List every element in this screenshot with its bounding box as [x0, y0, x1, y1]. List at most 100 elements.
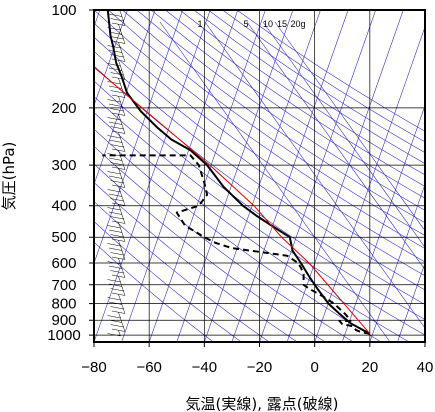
skewed-isotherm [176, 10, 294, 342]
wind-barb [110, 216, 124, 220]
x-tick-label: −80 [81, 359, 106, 376]
mixing-ratio-line [262, 21, 425, 248]
dry-adiabat [94, 128, 382, 342]
wind-barb [110, 144, 124, 148]
dry-adiabat [94, 80, 425, 320]
wind-barb [108, 85, 123, 89]
wind-barb [107, 279, 121, 283]
skewed-isotherm [397, 262, 425, 342]
skewed-isotherm [424, 341, 425, 342]
wind-barb [122, 73, 126, 80]
dry-adiabat [94, 241, 214, 342]
y-tick-label: 1000 [47, 327, 80, 344]
wind-barb [107, 207, 121, 211]
dry-adiabat [94, 10, 425, 249]
wind-barb [111, 274, 126, 278]
x-tick-label: 40 [417, 359, 434, 376]
dry-adiabat [136, 10, 425, 211]
dry-adiabat [94, 65, 425, 305]
dry-adiabat [165, 10, 425, 187]
wind-barb [107, 135, 121, 139]
wind-barb [110, 108, 124, 112]
skewed-isotherm [231, 10, 349, 342]
wind-barb [118, 330, 121, 337]
wind-barb [111, 238, 126, 242]
dry-adiabat [94, 201, 270, 342]
y-tick-label: 300 [51, 157, 76, 174]
y-tick-label: 800 [51, 296, 76, 313]
wind-barb [122, 307, 126, 314]
wind-barb [111, 112, 126, 116]
wind-barbs [107, 10, 126, 337]
x-tick-label: −40 [192, 359, 217, 376]
wind-barb [122, 235, 126, 242]
x-tick-label: −60 [136, 359, 161, 376]
wind-barb [107, 333, 121, 337]
wind-barb [122, 163, 126, 170]
dry-adiabat [94, 182, 298, 342]
wind-barb [107, 243, 121, 247]
mixing-ratio-label: 1 [197, 19, 202, 29]
wind-barb [122, 91, 126, 98]
dry-adiabat [94, 163, 326, 342]
mixing-ratio-label: 20g [290, 19, 305, 29]
wind-barb [122, 217, 126, 224]
skewed-isotherm [121, 10, 239, 342]
wind-barb [108, 31, 123, 35]
dry-adiabat [208, 10, 425, 153]
wind-barb [111, 328, 126, 332]
wind-barb [111, 202, 126, 206]
wind-barb [110, 180, 124, 184]
wind-barb [110, 198, 124, 202]
mixing-ratio-label: 5 [243, 19, 248, 29]
dry-adiabat [122, 10, 425, 224]
dry-adiabat [193, 10, 425, 165]
wind-barb [107, 189, 121, 193]
wind-barb [108, 139, 123, 143]
wind-barb [110, 126, 124, 130]
skewed-isotherm [94, 10, 211, 342]
wind-barb [122, 199, 126, 206]
dry-adiabat [94, 22, 425, 263]
skewed-isotherm [94, 10, 128, 107]
wind-barb [122, 109, 126, 116]
isobar-isotherm-grid [94, 10, 425, 342]
wind-barb [122, 55, 126, 62]
wind-barb [110, 324, 124, 328]
wind-barb [110, 162, 124, 166]
dewpoint-line [102, 154, 370, 335]
dry-adiabat [179, 10, 425, 176]
wind-barb [111, 130, 126, 134]
wind-barb [111, 40, 126, 44]
wind-barb [110, 54, 124, 58]
wind-barb [107, 297, 121, 301]
wind-barb [111, 184, 126, 188]
wind-barb [108, 175, 123, 179]
wind-barb [122, 253, 126, 260]
wind-barb [111, 256, 126, 260]
wind-barb [122, 127, 126, 134]
x-axis-ticks: −80 −60 −40 −20 0 20 40 [81, 342, 433, 376]
dry-adiabat [108, 10, 425, 236]
skewed-isotherm [259, 10, 376, 342]
wind-barb [122, 19, 126, 26]
dry-adiabat [94, 36, 425, 277]
thermodynamic-lines [94, 10, 425, 342]
mixing-ratio-line [274, 21, 425, 232]
y-tick-label: 700 [51, 277, 76, 294]
wind-barb [110, 306, 124, 310]
dry-adiabat [94, 145, 354, 342]
parcel-line [94, 66, 371, 335]
y-tick-label: 900 [51, 312, 76, 329]
dry-adiabat [94, 50, 425, 291]
mixing-ratio-line [204, 21, 425, 329]
wind-barb [111, 292, 126, 296]
dry-adiabat [94, 96, 425, 336]
wind-barb [108, 193, 123, 197]
mixing-ratio-line [159, 21, 391, 342]
wind-barb [107, 225, 121, 229]
wind-barb [122, 325, 126, 332]
wind-barb [108, 13, 123, 17]
wind-barb [110, 288, 124, 292]
